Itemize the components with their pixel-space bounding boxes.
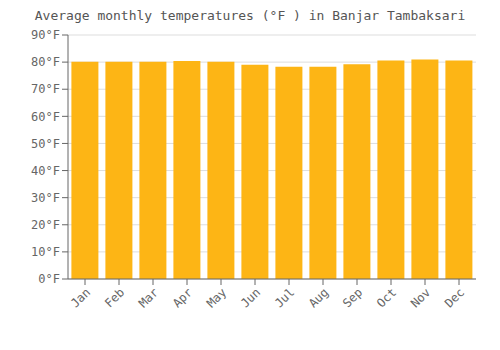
svg-text:Sep: Sep (340, 285, 365, 310)
svg-text:70°F: 70°F (31, 82, 60, 96)
html-text:Average monthly temperatures (: Average monthly temperatures (°F ) in Ba… (34, 8, 466, 23)
svg-text:40°F: 40°F (31, 164, 60, 178)
svg-text:Aug: Aug (306, 285, 331, 310)
svg-text:0°F: 0°F (38, 272, 60, 286)
svg-text:20°F: 20°F (31, 218, 60, 232)
svg-text:Dec: Dec (442, 285, 467, 310)
svg-text:Oct: Oct (374, 285, 399, 310)
svg-text:10°F: 10°F (31, 245, 60, 259)
svg-text:30°F: 30°F (31, 191, 60, 205)
svg-text:60°F: 60°F (31, 110, 60, 124)
svg-text:Nov: Nov (408, 285, 433, 310)
svg-text:80°F: 80°F (31, 55, 60, 69)
svg-text:90°F: 90°F (31, 28, 60, 42)
svg-text:Feb: Feb (102, 285, 127, 310)
svg-text:Jan: Jan (68, 285, 93, 310)
svg-text:Apr: Apr (170, 285, 195, 310)
svg-text:Jul: Jul (272, 285, 297, 310)
svg-text:May: May (204, 285, 229, 310)
svg-text:Jun: Jun (238, 285, 263, 310)
svg-text:50°F: 50°F (31, 137, 60, 151)
svg-text:Mar: Mar (136, 285, 161, 310)
